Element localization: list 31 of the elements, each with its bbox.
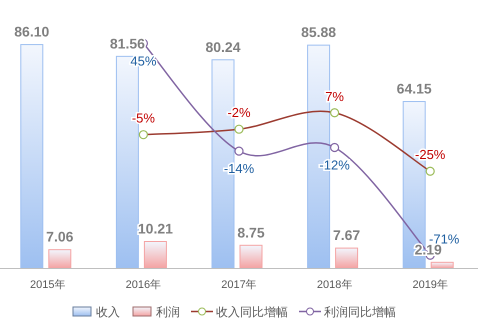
legend-label: 利润同比增幅 [324,305,396,319]
bar [144,241,167,268]
data-label: 7.06 [46,228,74,245]
legend-label: 收入同比增幅 [216,305,288,319]
bar [335,248,358,268]
point [234,146,244,156]
x-tick-label: 2015年 [30,279,66,291]
data-label: 7% [325,88,344,104]
legend-label: 收入 [96,305,120,319]
data-label: -12% [319,157,350,172]
legend-label: 利润 [156,305,180,319]
data-label: 45% [130,53,157,68]
data-label: -25% [415,147,446,162]
bar [20,44,44,268]
x-tick-label: 2016年 [126,279,162,291]
x-tick-label: 2018年 [316,279,352,291]
point [330,142,340,152]
bar [48,249,72,268]
data-label: -5% [132,110,156,126]
data-label: 8.75 [237,224,265,240]
bar [430,262,454,268]
data-label: 7.67 [332,227,360,244]
x-tick-label: 2019年 [412,279,448,291]
data-label: 86.10 [14,24,50,40]
data-label: 64.15 [396,80,432,97]
bar [240,244,262,268]
data-label: -14% [224,161,255,176]
x-tick-label: 2017年 [221,279,257,291]
data-label: 85.88 [301,24,336,40]
data-label: -2% [227,105,251,120]
data-label: 80.24 [205,38,241,55]
